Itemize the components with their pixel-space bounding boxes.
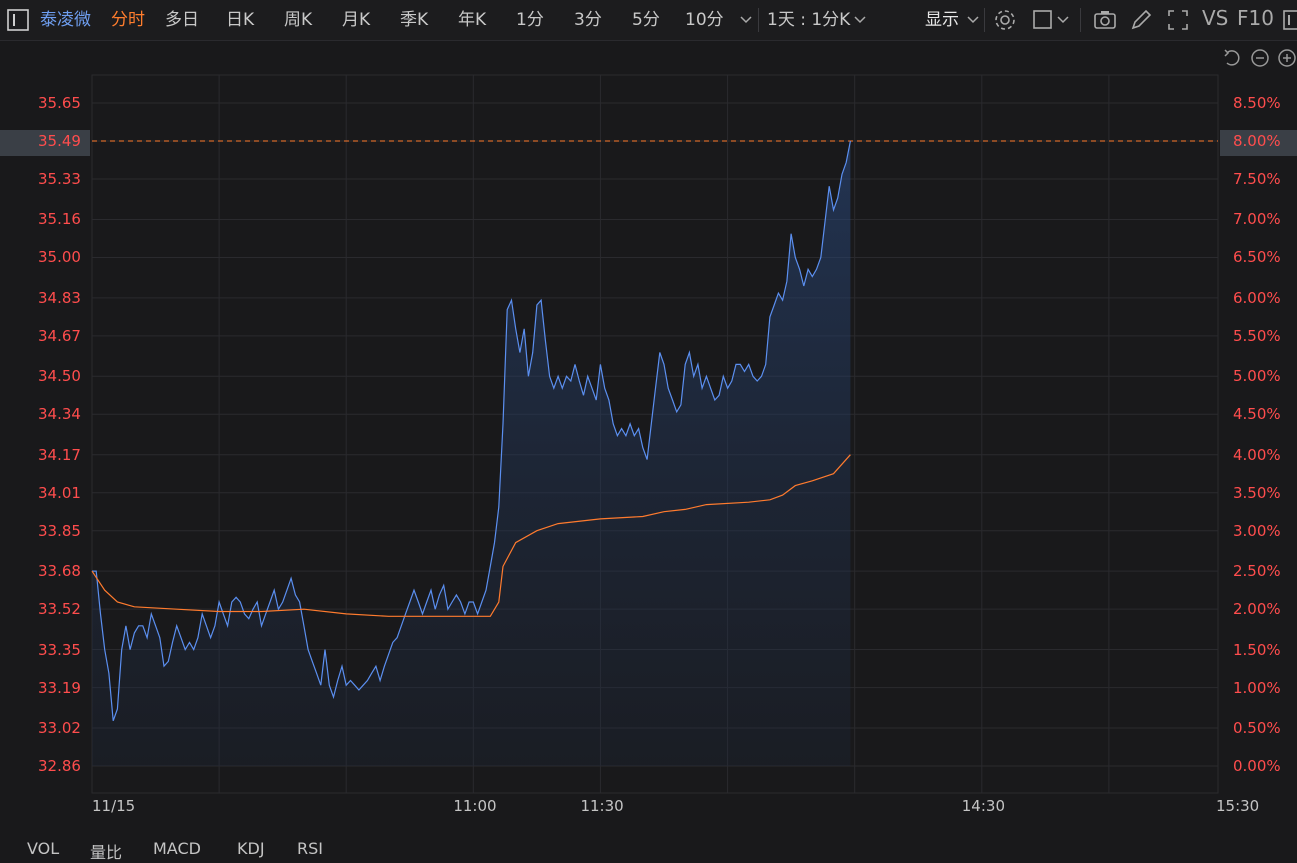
settings-icon[interactable] bbox=[993, 8, 1017, 32]
x-tick-label: 11:30 bbox=[580, 797, 624, 815]
y-tick-price: 34.67 bbox=[38, 326, 81, 345]
stock-name[interactable]: 泰凌微 bbox=[40, 10, 91, 30]
y-tick-percent: 1.00% bbox=[1233, 678, 1281, 697]
y-tick-price: 34.83 bbox=[38, 288, 81, 307]
y-tick-percent: 3.50% bbox=[1233, 483, 1281, 502]
tab-period-3min[interactable]: 3分 bbox=[574, 10, 602, 30]
sidebar-toggle-icon[interactable] bbox=[6, 8, 30, 32]
y-tick-price: 34.34 bbox=[38, 405, 81, 424]
tab-period-1min[interactable]: 1分 bbox=[516, 10, 544, 30]
price-line bbox=[92, 140, 851, 722]
checkbox-chevron-down-icon[interactable] bbox=[1055, 9, 1071, 29]
panel-toggle-icon[interactable] bbox=[1282, 8, 1297, 32]
y-tick-price: 34.17 bbox=[38, 445, 81, 464]
period-chevron-down-icon[interactable] bbox=[738, 9, 754, 29]
y-tick-percent: 0.00% bbox=[1233, 757, 1281, 775]
tab-period-yearly[interactable]: 年K bbox=[458, 10, 487, 30]
tab-indicator-rsi[interactable]: RSI bbox=[297, 839, 323, 858]
y-tick-percent: 8.50% bbox=[1233, 94, 1281, 112]
y-tick-price: 33.19 bbox=[38, 678, 81, 697]
divider bbox=[984, 8, 985, 32]
x-tick-label: 11/15 bbox=[92, 797, 136, 815]
y-tick-price: 33.52 bbox=[38, 600, 81, 619]
y-tick-price: 35.65 bbox=[38, 94, 81, 112]
tab-indicator-kdj[interactable]: KDJ bbox=[237, 839, 265, 858]
plot-frame bbox=[91, 74, 1219, 794]
price-area-fill bbox=[92, 141, 851, 766]
f10-button[interactable]: F10 bbox=[1237, 6, 1274, 30]
camera-icon[interactable] bbox=[1093, 8, 1117, 32]
tab-period-weekly[interactable]: 周K bbox=[284, 10, 313, 30]
range-selector[interactable]: 1天 : 1分K bbox=[767, 10, 851, 30]
tab-period-timeshare[interactable]: 分时 bbox=[111, 10, 145, 30]
y-tick-percent: 6.00% bbox=[1233, 288, 1281, 307]
tab-indicator-vol[interactable]: VOL bbox=[27, 839, 60, 858]
y-tick-percent: 6.50% bbox=[1233, 248, 1281, 267]
zoom-out-icon[interactable] bbox=[1250, 48, 1270, 68]
y-tick-price: 35.00 bbox=[38, 248, 81, 267]
average-price-line bbox=[91, 454, 851, 617]
y-tick-price: 32.86 bbox=[38, 757, 81, 775]
y-tick-price: 33.85 bbox=[38, 521, 81, 540]
highlight-price-tag bbox=[0, 130, 90, 156]
y-tick-percent: 8.00% bbox=[1233, 132, 1281, 151]
tab-period-multiday[interactable]: 多日 bbox=[165, 10, 199, 30]
y-tick-percent: 7.00% bbox=[1233, 210, 1281, 229]
tab-period-daily[interactable]: 日K bbox=[226, 10, 255, 30]
y-tick-price: 33.35 bbox=[38, 640, 81, 659]
tab-indicator-macd[interactable]: MACD bbox=[153, 839, 201, 858]
zoom-in-icon[interactable] bbox=[1277, 48, 1297, 68]
y-tick-percent: 4.50% bbox=[1233, 405, 1281, 424]
y-tick-price: 34.50 bbox=[38, 367, 81, 386]
tab-period-10min[interactable]: 10分 bbox=[685, 10, 724, 30]
range-chevron-down-icon[interactable] bbox=[852, 9, 868, 29]
y-tick-price: 34.01 bbox=[38, 483, 81, 502]
y-tick-percent: 5.50% bbox=[1233, 326, 1281, 345]
undo-icon[interactable] bbox=[1222, 48, 1242, 68]
y-tick-price: 35.49 bbox=[38, 132, 81, 151]
y-tick-price: 35.33 bbox=[38, 170, 81, 189]
y-tick-percent: 0.50% bbox=[1233, 718, 1281, 737]
toolbar: 泰凌微 分时 多日 日K 周K 月K 季K 年K 1分 3分 5分 10分 1天… bbox=[0, 0, 1297, 41]
highlight-pct-tag bbox=[1220, 130, 1297, 156]
display-menu[interactable]: 显示 bbox=[925, 10, 959, 30]
tab-indicator-volume-ratio[interactable]: 量比 bbox=[90, 843, 123, 862]
divider bbox=[1080, 8, 1081, 32]
vs-button[interactable]: VS bbox=[1202, 6, 1229, 30]
y-tick-percent: 1.50% bbox=[1233, 640, 1281, 659]
y-tick-percent: 4.00% bbox=[1233, 445, 1281, 464]
fullscreen-icon[interactable] bbox=[1166, 8, 1190, 32]
display-chevron-down-icon[interactable] bbox=[965, 9, 981, 29]
x-tick-label: 15:30 bbox=[1216, 797, 1260, 815]
tab-period-5min[interactable]: 5分 bbox=[632, 10, 660, 30]
y-tick-percent: 2.00% bbox=[1233, 600, 1281, 619]
y-tick-price: 35.16 bbox=[38, 210, 81, 229]
y-tick-percent: 5.00% bbox=[1233, 367, 1281, 386]
x-tick-label: 11:00 bbox=[453, 797, 497, 815]
tab-period-monthly[interactable]: 月K bbox=[342, 10, 371, 30]
y-tick-price: 33.68 bbox=[38, 562, 81, 581]
y-tick-percent: 2.50% bbox=[1233, 562, 1281, 581]
tab-period-quarterly[interactable]: 季K bbox=[400, 10, 429, 30]
y-tick-price: 33.02 bbox=[38, 718, 81, 737]
divider bbox=[758, 8, 759, 32]
y-tick-percent: 3.00% bbox=[1233, 521, 1281, 540]
checkbox-icon[interactable] bbox=[1032, 8, 1056, 32]
pencil-icon[interactable] bbox=[1129, 8, 1153, 32]
x-tick-label: 14:30 bbox=[961, 797, 1005, 815]
y-tick-percent: 7.50% bbox=[1233, 170, 1281, 189]
